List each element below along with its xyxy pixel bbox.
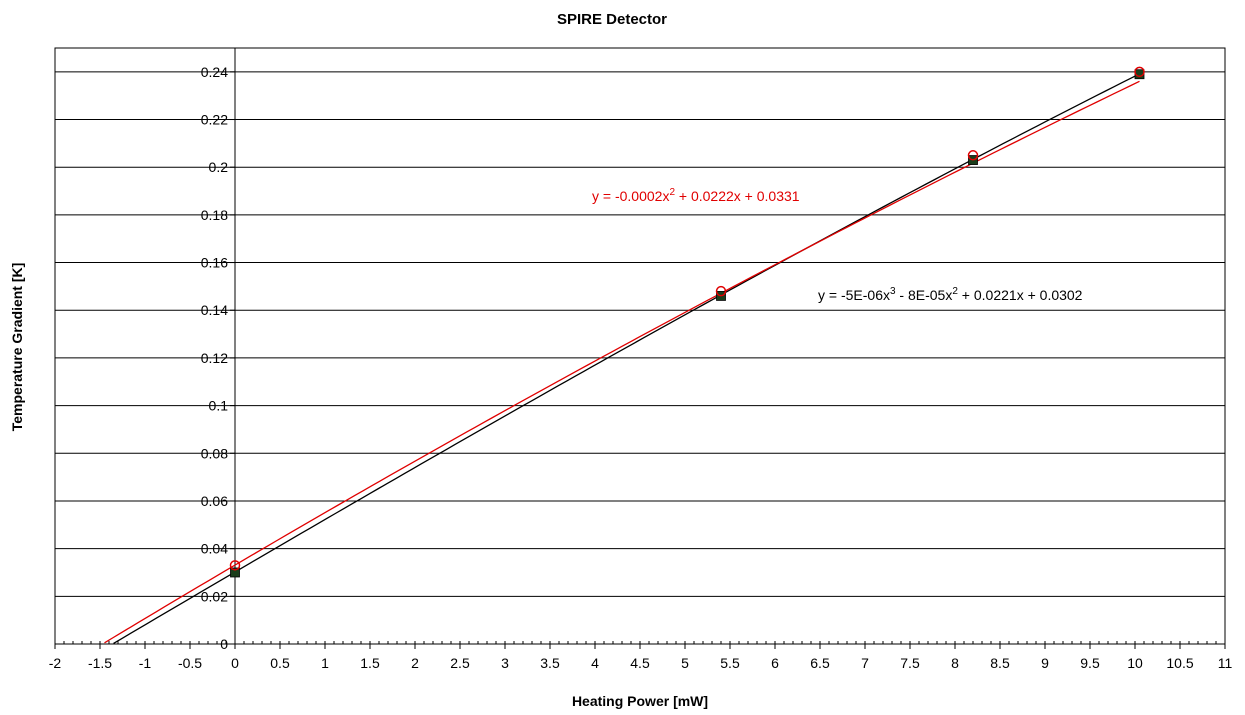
y-tick-label: 0.06 [201,493,228,509]
x-tick-label: 4 [591,655,599,671]
black-trendline [113,73,1140,645]
y-tick-label: 0.24 [201,64,228,80]
x-tick-labels: -2 -1.5 -1 -0.5 0 0.5 1 1.5 2 2.5 3 3.5 4 4.5 5 5.5 6 6.5… [49,655,1233,671]
y-tick-label: 0.22 [201,112,228,128]
red-trendline [104,80,1140,644]
black-square-point [230,567,240,578]
y-tick-labels: 0 0.02 0.04 0.06 0.08 0.1 0.12 0.14 0.16 0.18 0.2 0… [201,64,228,652]
x-tick-label: 3.5 [540,655,560,671]
x-tick-label: 6.5 [810,655,830,671]
y-tick-label: 0.08 [201,445,228,461]
black-trendline-equation: y = -5E-06x3 - 8E-05x2 + 0.0221x + 0.030… [818,286,1083,303]
trendlines [104,73,1140,645]
x-tick-label: 3 [501,655,509,671]
y-tick-label: 0.1 [209,398,229,414]
x-tick-label: -1.5 [88,655,112,671]
y-tick-label: 0.04 [201,541,228,557]
x-tick-label: 7 [861,655,869,671]
x-tick-label: -2 [49,655,62,671]
x-tick-label: -0.5 [178,655,202,671]
x-tick-label: 9.5 [1080,655,1100,671]
x-tick-label: 2 [411,655,419,671]
red-trendline-equation: y = -0.0002x2 + 0.0222x + 0.0331 [592,187,800,204]
x-tick-label: 5.5 [720,655,740,671]
x-tick-label: 10 [1127,655,1143,671]
x-tick-label: 8.5 [990,655,1010,671]
x-tick-label: 1 [321,655,329,671]
x-tick-label: 5 [681,655,689,671]
x-tick-label: 8 [951,655,959,671]
y-tick-label: 0.16 [201,255,228,271]
red-circle-point [967,150,979,161]
x-tick-label: 11 [1218,655,1233,671]
plot-frame [54,47,1226,645]
y-tick-label: 0.12 [201,350,228,366]
x-axis-label: Heating Power [mW] [572,693,708,709]
y-tick-label: 0.14 [201,302,228,318]
axes [54,48,1226,649]
y-tick-label: 0.2 [209,159,229,175]
chart-title: SPIRE Detector [557,11,667,28]
x-tick-label: -1 [139,655,152,671]
x-tick-label: 9 [1041,655,1049,671]
x-tick-label: 6 [771,655,779,671]
y-tick-label: 0.18 [201,207,228,223]
red-circle-point [1134,66,1145,78]
x-tick-label: 7.5 [900,655,920,671]
x-tick-label: 1.5 [360,655,380,671]
data-points [229,66,1145,578]
y-tick-label: 0.02 [201,588,228,604]
y-tick-label: 0 [220,636,228,652]
y-axis-label: Temperature Gradient [K] [9,263,25,432]
red-circle-point [715,285,727,297]
x-tick-label: 2.5 [450,655,470,671]
x-tick-label: 4.5 [630,655,650,671]
x-tick-label: 10.5 [1166,655,1193,671]
grid [54,47,1226,645]
x-tick-label: 0 [231,655,239,671]
x-tick-label: 0.5 [270,655,290,671]
red-circle-point [229,560,241,571]
